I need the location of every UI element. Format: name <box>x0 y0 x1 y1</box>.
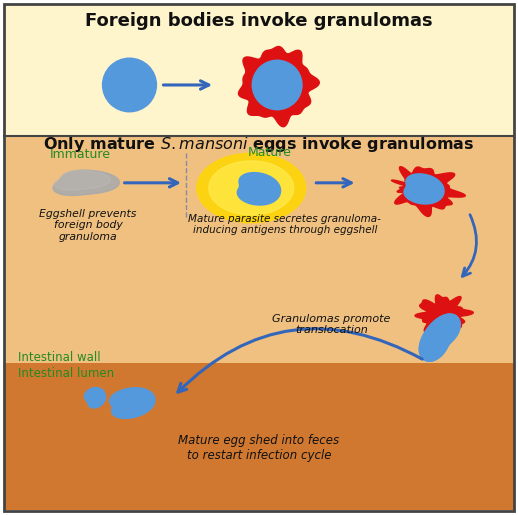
Polygon shape <box>419 314 460 361</box>
Polygon shape <box>392 167 465 216</box>
Polygon shape <box>238 46 319 127</box>
Circle shape <box>103 58 156 112</box>
Text: Intestinal wall: Intestinal wall <box>18 351 101 365</box>
Text: Eggshell prevents
foreign body
granuloma: Eggshell prevents foreign body granuloma <box>39 209 137 242</box>
Ellipse shape <box>197 153 306 222</box>
Polygon shape <box>404 174 444 204</box>
Text: Intestinal lumen: Intestinal lumen <box>18 367 114 380</box>
Text: Only mature $\it{S. mansoni}$ eggs invoke granulomas: Only mature $\it{S. mansoni}$ eggs invok… <box>44 135 474 153</box>
Text: Foreign bodies invoke granulomas: Foreign bodies invoke granulomas <box>85 12 433 29</box>
Ellipse shape <box>209 161 294 215</box>
Polygon shape <box>84 388 106 408</box>
Text: Mature parasite secretes granuloma-
inducing antigens through eggshell: Mature parasite secretes granuloma- indu… <box>189 214 381 235</box>
Text: Granulomas promote
translocation: Granulomas promote translocation <box>272 314 391 335</box>
Polygon shape <box>110 388 155 418</box>
Polygon shape <box>237 173 281 205</box>
Circle shape <box>252 60 302 110</box>
Polygon shape <box>54 170 110 190</box>
Polygon shape <box>53 170 119 195</box>
Bar <box>4 5 514 136</box>
Text: Mature egg shed into feces
to restart infection cycle: Mature egg shed into feces to restart in… <box>178 434 340 462</box>
Text: Mature: Mature <box>248 146 291 159</box>
Polygon shape <box>415 295 473 335</box>
Bar <box>4 136 514 510</box>
Bar <box>4 136 514 152</box>
Polygon shape <box>419 314 460 361</box>
Bar <box>4 363 514 510</box>
Text: Immature: Immature <box>50 148 111 161</box>
